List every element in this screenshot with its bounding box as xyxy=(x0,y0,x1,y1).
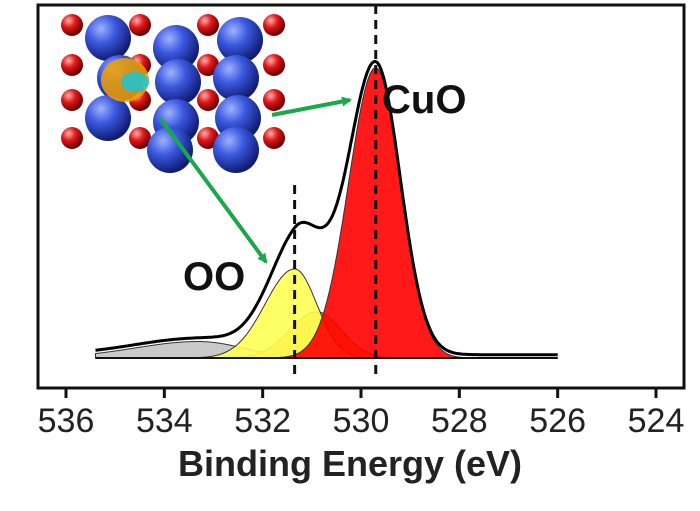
oxygen-atom xyxy=(197,54,219,76)
x-tick-label: 526 xyxy=(529,402,586,440)
x-tick-label: 534 xyxy=(136,402,193,440)
copper-atom xyxy=(213,127,259,173)
x-tick-label: 528 xyxy=(431,402,488,440)
oxygen-atom xyxy=(61,89,83,111)
oxygen-atom xyxy=(129,14,151,36)
oxygen-atom xyxy=(61,54,83,76)
copper-atom xyxy=(155,59,201,105)
oxygen-atom xyxy=(61,127,83,149)
fit-envelope-line xyxy=(95,59,558,357)
x-tick-label: 524 xyxy=(628,402,685,440)
fit-envelope xyxy=(95,59,558,357)
copper-atom xyxy=(217,17,263,63)
oxygen-atom xyxy=(263,14,285,36)
oxygen-atom xyxy=(197,127,219,149)
cuo-peak-label: CuO xyxy=(382,78,466,122)
oxygen-atom xyxy=(263,54,285,76)
oxygen-atom xyxy=(129,127,151,149)
arrow-to-cuo xyxy=(271,96,352,117)
crystal-structure-icon xyxy=(61,14,285,173)
copper-atom xyxy=(153,25,199,71)
oxygen-atom xyxy=(197,14,219,36)
x-tick-label: 530 xyxy=(333,402,390,440)
oo-peak-label: OO xyxy=(183,255,245,299)
copper-atom xyxy=(147,127,193,173)
oxygen-atom xyxy=(197,89,219,111)
arrow-to-oo xyxy=(158,116,268,264)
oxygen-atom xyxy=(61,14,83,36)
oxygen-atom xyxy=(263,89,285,111)
x-tick-label: 536 xyxy=(38,402,95,440)
copper-atom xyxy=(85,15,131,61)
x-tick-label: 532 xyxy=(234,402,291,440)
reference-lines xyxy=(293,5,378,376)
x-axis-ticks: 536 534 532 530 528 526 524 xyxy=(38,388,685,440)
copper-atom xyxy=(213,55,259,101)
component-peaks xyxy=(95,67,558,359)
vacancy-core xyxy=(121,72,149,92)
copper-atom xyxy=(85,95,131,141)
oxygen-atom xyxy=(263,127,285,149)
x-axis-title: Binding Energy (eV) xyxy=(178,443,522,484)
